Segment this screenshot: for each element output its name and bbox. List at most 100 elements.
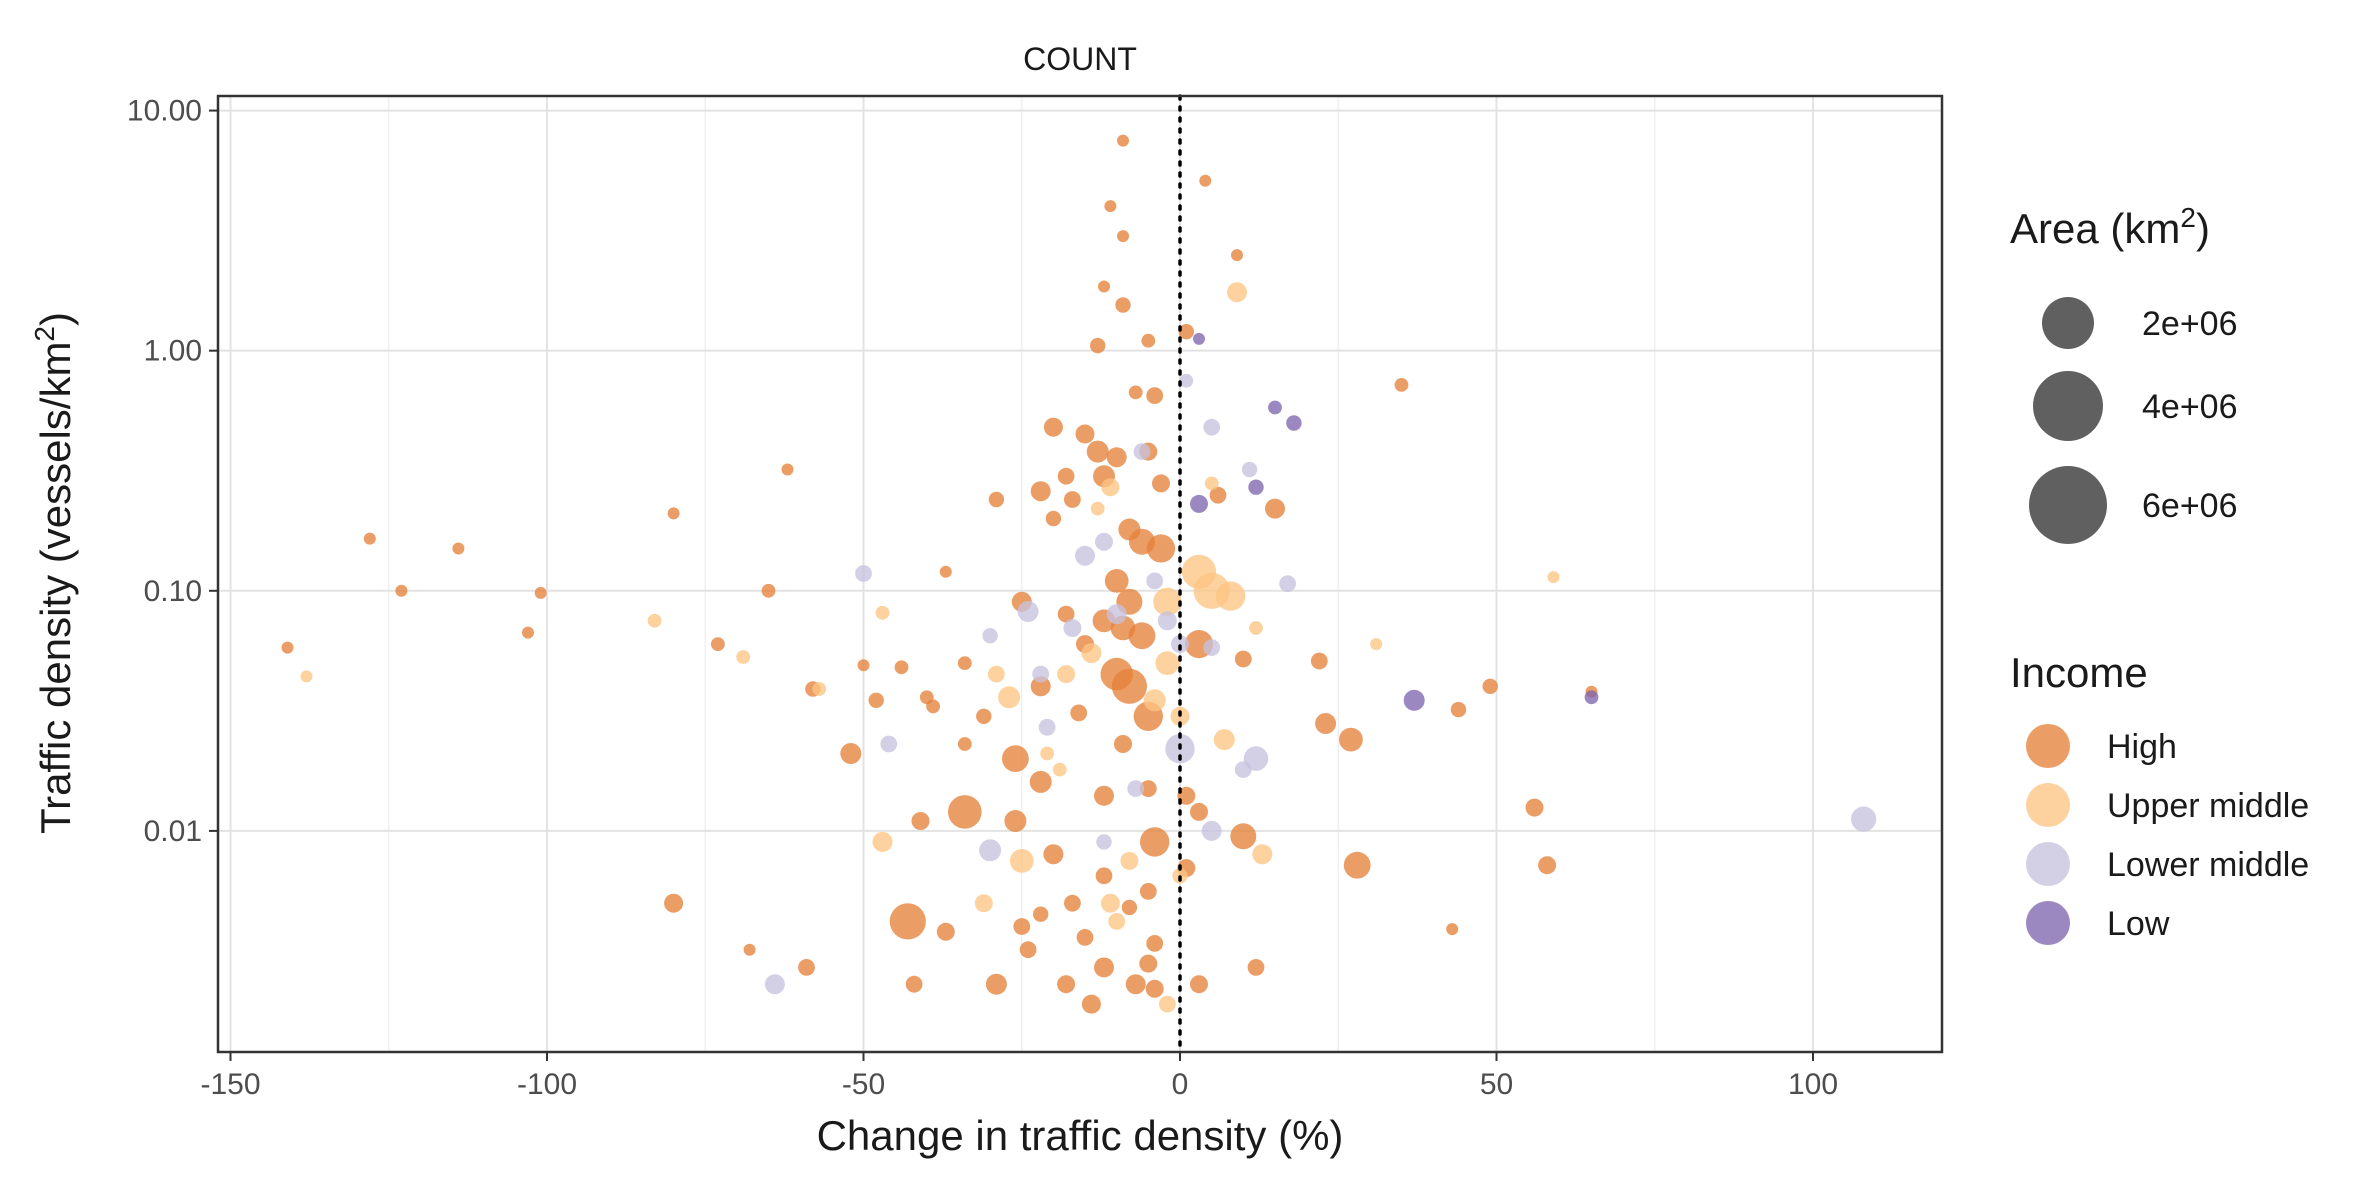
data-point-upper (812, 682, 827, 696)
data-point-high (1057, 605, 1075, 623)
data-point-high (1019, 941, 1037, 959)
data-point-high (1030, 481, 1051, 502)
data-point-upper (998, 686, 1021, 709)
income-legend: Income High Upper middle Lower middle Low (2010, 649, 2309, 945)
y-tick-label: 0.01 (144, 815, 202, 848)
data-point-lower (880, 735, 898, 753)
data-point-upper (988, 665, 1005, 683)
data-point-upper (1120, 851, 1139, 870)
data-point-high (1095, 867, 1113, 885)
data-point-lower (1038, 718, 1056, 736)
data-point-high (939, 565, 952, 578)
data-point-upper (1158, 995, 1176, 1013)
data-point-high (840, 743, 862, 764)
data-point-high (1094, 785, 1114, 806)
data-point-low (1193, 332, 1205, 345)
data-point-high (1538, 856, 1557, 875)
data-point-high (781, 463, 794, 476)
data-point-high (363, 532, 376, 545)
income-legend-key-low (2026, 901, 2070, 945)
data-point-upper (1153, 587, 1182, 616)
income-legend-key-upper (2026, 783, 2070, 827)
size-legend-title-sup: 2 (2180, 202, 2196, 233)
data-point-high (1146, 387, 1164, 404)
data-point-high (1265, 498, 1285, 519)
data-point-high (1064, 491, 1081, 508)
size-legend-label: 2e+06 (2142, 305, 2238, 343)
x-axis-label: Change in traffic density (%) (817, 1112, 1344, 1159)
data-point-lower (1241, 461, 1258, 478)
data-point-lower (1095, 532, 1113, 551)
data-point-high (667, 507, 680, 520)
data-point-high (1177, 786, 1196, 805)
data-point-high (1231, 249, 1243, 262)
data-point-lower (1279, 575, 1296, 593)
data-point-high (1152, 474, 1170, 493)
data-point-lower (1096, 834, 1112, 850)
income-legend-label: Low (2107, 905, 2170, 943)
data-point-high (976, 708, 992, 724)
income-legend-label: High (2107, 728, 2177, 766)
axes: -150 -100 -50 0 50 100 0.01 0.10 1.00 10.00 (127, 95, 1838, 1101)
data-point-low (1584, 690, 1599, 705)
data-point-upper (1370, 638, 1383, 651)
plot-panel-border (216, 94, 1944, 1054)
data-point-high (1076, 929, 1094, 946)
data-point-upper (1081, 643, 1102, 664)
data-point-high (1199, 174, 1212, 187)
y-axis-label-main: Traffic density (vessels/km (32, 342, 79, 834)
income-legend-label: Upper middle (2107, 787, 2309, 825)
data-point-high (1045, 510, 1062, 527)
data-point-lower (982, 628, 998, 644)
data-point-high (1115, 297, 1131, 313)
data-point-upper (1090, 501, 1105, 516)
data-point-high (1139, 954, 1158, 973)
data-point-high (1525, 798, 1544, 817)
data-point-high (1482, 678, 1498, 694)
data-point-high (1114, 735, 1132, 753)
data-point-high (1234, 650, 1252, 668)
size-legend: Area (km2) 2e+06 4e+06 6e+06 (2010, 202, 2238, 544)
data-point-high (1104, 569, 1129, 593)
y-tick-label: 1.00 (144, 335, 202, 368)
data-point-lower (764, 974, 785, 995)
data-point-low (1286, 415, 1302, 431)
data-point-high (868, 692, 884, 708)
data-point-high (522, 626, 534, 639)
size-legend-label: 4e+06 (2142, 388, 2238, 426)
data-point-high (1343, 851, 1371, 879)
data-point-lower (1203, 418, 1221, 436)
x-tick-label: -50 (842, 1068, 885, 1101)
data-point-low (1190, 494, 1208, 513)
data-point-high (936, 922, 955, 941)
data-point-high (1111, 668, 1147, 704)
data-point-high (857, 659, 870, 672)
data-point-low (1268, 400, 1282, 415)
data-point-upper (1108, 913, 1126, 930)
data-point-lower (1171, 635, 1189, 654)
data-point-lower (1063, 619, 1082, 637)
data-point-high (1145, 979, 1164, 998)
data-point-high (1178, 324, 1195, 340)
y-tick-label: 0.10 (144, 575, 202, 608)
data-point-high (1098, 280, 1110, 293)
data-point-high (1141, 333, 1156, 348)
data-point-lower (1234, 761, 1252, 778)
data-point-high (452, 542, 465, 555)
data-point-high (1139, 883, 1157, 900)
data-point-high (395, 584, 408, 597)
data-point-high (1030, 676, 1051, 697)
data-point-upper (974, 894, 993, 913)
data-point-high (1070, 704, 1088, 722)
data-point-high (1043, 417, 1063, 437)
size-legend-key (2042, 297, 2094, 349)
data-point-high (1064, 894, 1081, 912)
chart-title: COUNT (1023, 41, 1137, 77)
data-point-upper (1547, 571, 1560, 584)
data-point-upper (1143, 689, 1166, 712)
data-point-high (1117, 230, 1129, 243)
data-point-upper (1052, 762, 1067, 777)
data-point-low (1403, 689, 1425, 711)
data-point-lower (1106, 604, 1127, 625)
